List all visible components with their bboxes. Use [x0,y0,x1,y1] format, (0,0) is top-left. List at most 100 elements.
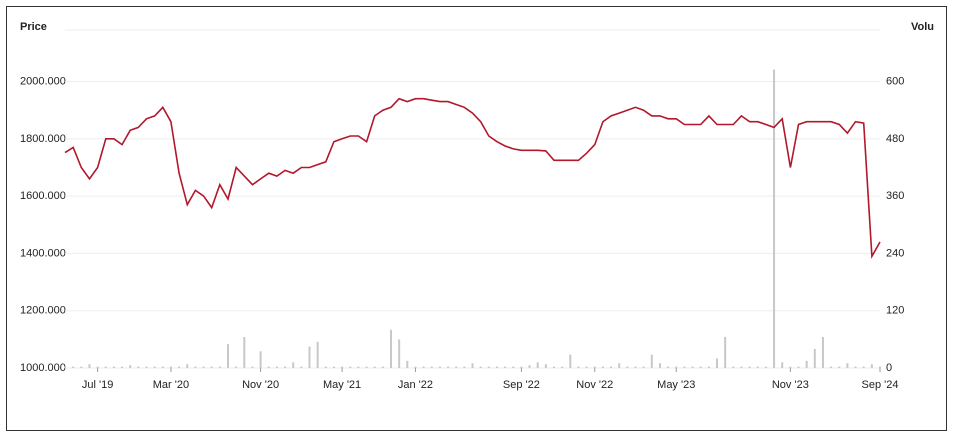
volume-bar [520,366,523,368]
y-tick-label: 2000.000 [20,75,66,87]
volume-bar [390,329,392,368]
volume-bar [740,366,743,368]
volume-bar [96,366,99,368]
x-tick-label: May '21 [323,379,361,391]
volume-bar [699,366,702,368]
x-tick-label: Nov '23 [772,379,809,391]
volume-bar [512,366,515,368]
volume-bar [495,366,498,368]
volume-bar [634,366,637,368]
volume-bar [308,346,311,368]
volume-bar [536,362,539,368]
volume-bar [430,366,433,368]
volume-bar [862,366,865,368]
volume-bar [838,366,841,368]
volume-bar [854,366,857,368]
volume-bar [455,366,458,368]
y2-axis-label: Volu [911,21,934,33]
frame [6,6,947,431]
volume-bar [691,366,694,368]
volume-bar [129,365,132,368]
volume-bar [218,366,221,368]
y2-tick-label: 600 [886,75,904,87]
volume-bar [438,366,441,368]
volume-bar [618,363,621,368]
volume-bar [88,364,91,368]
volume-bar [316,341,319,368]
volume-bar [667,366,670,368]
price-line [64,97,881,260]
volume-bar [707,366,710,368]
volume-bar [194,366,197,368]
volume-bar [284,366,287,368]
volume-bar [650,354,653,368]
volume-bar [178,366,181,368]
volume-bar [153,366,156,368]
x-tick-label: Jul '19 [82,379,113,391]
y-tick-label: 1400.000 [20,247,66,259]
volume-bar [683,366,686,368]
volume-bar [186,364,189,368]
volume-bar [243,336,246,368]
y2-tick-label: 0 [886,362,892,374]
y2-tick-label: 480 [886,133,904,145]
volume-bar [569,354,572,368]
volume-bar [398,339,401,368]
volume-bar [121,366,124,368]
volume-bar [300,366,303,368]
volume-bar [716,358,718,368]
volume-bar [773,69,776,368]
volume-bar [830,366,833,368]
volume-bar [259,351,262,368]
volume-bar [846,363,849,368]
volume-bar [675,366,678,368]
volume-bar [724,336,727,368]
volume-bar [169,366,172,368]
y-axis-label: Price [20,21,47,33]
volume-bar [732,366,735,368]
volume-bar [764,366,767,368]
y2-tick-label: 240 [886,247,904,259]
volume-bar [471,363,474,368]
volume-bar [585,366,588,368]
y-tick-label: 1800.000 [20,133,66,145]
volume-bar [161,366,164,368]
volume-bar [463,366,466,368]
volume-bar [275,366,278,368]
volume-bar [528,365,531,368]
volume-bar [642,366,645,368]
volume-bar [879,366,881,368]
volume-bar [577,366,580,368]
volume-bar [72,366,75,368]
volume-bar [414,366,417,368]
volume-bar [202,366,205,368]
x-tick-label: Nov '22 [576,379,613,391]
volume-bar [373,366,376,368]
volume-bar [658,363,661,368]
volume-bar [797,366,800,368]
volume-bar [64,366,66,368]
volume-bar [593,366,596,368]
volume-bar [210,366,213,368]
volume-bar [748,366,751,368]
y2-tick-label: 120 [886,305,904,317]
volume-bar [145,366,148,368]
volume-bar [781,362,784,368]
x-tick-label: May '23 [657,379,695,391]
volume-bar [235,366,238,368]
volume-bar [821,336,824,368]
x-tick-label: Nov '20 [242,379,279,391]
volume-bar [601,366,604,368]
volume-bar [357,366,360,368]
volume-bar [332,366,335,368]
x-tick-label: Jan '22 [398,379,433,391]
volume-bar [610,366,613,368]
y-tick-label: 1200.000 [20,305,66,317]
volume-bar [406,360,409,368]
y-tick-label: 1000.000 [20,362,66,374]
volume-bar [479,366,482,368]
volume-bar [381,366,384,368]
x-tick-label: Sep '22 [503,379,540,391]
volume-bar [422,366,425,368]
